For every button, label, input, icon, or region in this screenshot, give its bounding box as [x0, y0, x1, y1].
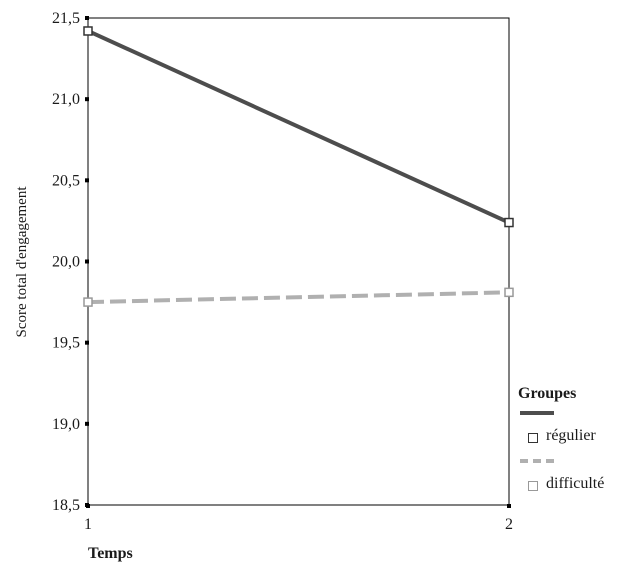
- y-tick-label: 20,0: [52, 254, 80, 271]
- data-point-marker: [83, 26, 93, 36]
- y-axis-label: Score total d'engagement: [14, 186, 30, 338]
- legend-label-difficulte: difficulté: [546, 475, 605, 492]
- y-tick-mark: [85, 340, 89, 345]
- square-marker-icon: [528, 433, 538, 443]
- series-line-regulier: [87, 29, 510, 225]
- legend-item-regulier: régulier: [518, 409, 618, 457]
- data-point-marker: [504, 287, 514, 298]
- x-axis-label: Temps: [88, 545, 133, 562]
- y-tick-label: 19,5: [52, 335, 80, 352]
- series-group: [83, 26, 514, 307]
- y-tick-label: 20,5: [52, 172, 80, 189]
- legend: Groupes régulier difficulté: [518, 385, 618, 505]
- x-tick-label: 1: [84, 516, 92, 533]
- y-tick-label: 18,5: [52, 497, 80, 514]
- legend-label-regulier: régulier: [546, 427, 596, 444]
- y-tick-mark: [85, 178, 89, 183]
- x-tick-label: 2: [505, 516, 513, 533]
- y-tick-mark: [85, 16, 89, 20]
- y-axis: 18,5 19,0 19,5 20,0 20,5 21,0 21,5: [52, 10, 89, 514]
- y-tick-label: 19,0: [52, 416, 80, 433]
- plot-frame: [87, 17, 510, 506]
- x-tick-mark: [86, 504, 90, 508]
- y-tick-mark: [85, 421, 89, 426]
- data-point-marker: [504, 217, 514, 228]
- data-point-marker: [83, 297, 93, 307]
- legend-item-difficulte: difficulté: [518, 457, 618, 505]
- y-tick-mark: [85, 97, 89, 102]
- y-tick-label: 21,0: [52, 91, 80, 108]
- legend-line-regulier: [520, 411, 554, 415]
- legend-title: Groupes: [518, 385, 577, 402]
- square-marker-icon: [528, 481, 538, 491]
- y-tick-mark: [85, 259, 89, 264]
- series-line-difficulte: [87, 290, 510, 305]
- legend-line-difficulte: [520, 459, 554, 463]
- y-tick-label: 21,5: [52, 10, 80, 27]
- x-tick-mark: [507, 504, 511, 508]
